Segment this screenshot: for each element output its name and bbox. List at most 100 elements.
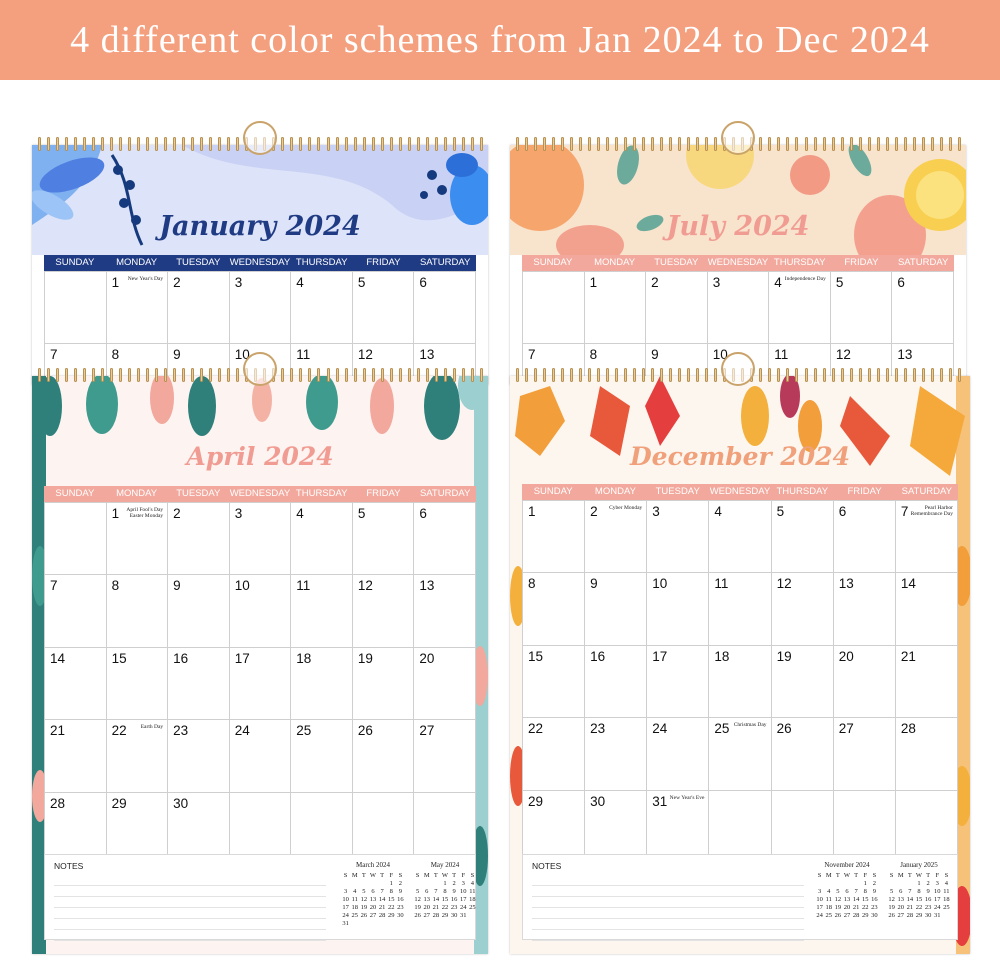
binding-ring <box>83 368 87 382</box>
mini-day: 7 <box>434 888 438 895</box>
binding-ring <box>380 137 384 151</box>
binding-ring <box>281 137 285 151</box>
day-cell: 9 <box>585 573 648 646</box>
notes-label: NOTES <box>54 861 84 871</box>
mini-day: 31 <box>934 912 941 919</box>
mini-day: 8 <box>443 888 447 895</box>
day-cell: 4 Independence Day <box>769 272 831 344</box>
weekday-label: FRIDAY <box>844 257 879 268</box>
holiday-label: Cyber Monday <box>609 505 643 511</box>
mini-day: 20 <box>897 904 904 911</box>
mini-weekday: S <box>944 872 949 879</box>
binding-ring <box>479 368 483 382</box>
mini-calendar-grid: S M T W T F S 1 2 3 4 5 6 7 8 9 10 11 12 13 14 15 16 17 18 19 20 21… <box>887 872 951 920</box>
binding-ring <box>146 368 150 382</box>
binding-ring <box>299 368 303 382</box>
mini-day: 5 <box>415 888 420 895</box>
day-number: 11 <box>714 576 729 592</box>
binding-ring <box>425 137 429 151</box>
mini-calendar-prev: March 2024 S M T W T F S 1 2 3 4 5 6 7 8 9 10 11 12 13 14 15 16… <box>341 861 405 928</box>
day-cell: 4 <box>291 272 353 344</box>
day-cell: 22 <box>523 718 586 791</box>
binding-ring <box>344 368 348 382</box>
mini-weekday: T <box>380 872 385 879</box>
day-number: 6 <box>838 504 847 519</box>
binding-rings <box>38 364 483 386</box>
day-number: 11 <box>774 347 789 362</box>
binding-ring <box>858 137 862 151</box>
binding-ring <box>317 368 321 382</box>
weekday-label: SUNDAY <box>55 257 95 268</box>
weekday-label: THURSDAY <box>295 488 348 499</box>
day-cell <box>833 790 896 863</box>
day-number: 2 <box>173 275 181 290</box>
day-cell: 29 <box>523 790 586 863</box>
day-number: 22 <box>528 721 544 737</box>
mini-calendar-prev: November 2024 S M T W T F S 1 2 3 4 5 6 7 8 9 10 11 12 13 14 1… <box>815 861 879 920</box>
mini-day: 14 <box>378 896 386 903</box>
day-cell <box>352 792 415 865</box>
weekday-header: SUNDAY MONDAY TUESDAY WEDNESDAY THURSDAY… <box>44 486 476 502</box>
binding-ring <box>849 368 853 382</box>
binding-ring <box>561 368 565 382</box>
mini-day: 23 <box>924 904 932 911</box>
day-cell <box>291 792 353 865</box>
day-cell: 10 <box>229 575 292 648</box>
day-cell: 29 <box>106 792 169 865</box>
weekday-label: SATURDAY <box>901 486 952 497</box>
binding-ring <box>335 368 339 382</box>
day-number: 12 <box>835 347 851 362</box>
weekday-label: TUESDAY <box>176 488 221 499</box>
day-number: 10 <box>652 576 668 592</box>
day-number: 31 <box>652 793 668 809</box>
day-number: 21 <box>50 723 66 739</box>
binding-ring <box>182 137 186 151</box>
binding-ring <box>660 137 664 151</box>
weekday-label: THURSDAY <box>773 257 826 268</box>
binding-ring <box>164 368 168 382</box>
day-number: 22 <box>111 723 127 739</box>
notes-panel: NOTES March 2024 S M T W T F S 1 2 3 4 5 6 7 8 9 10 11 12 13… <box>44 854 476 941</box>
day-cell <box>523 272 585 344</box>
binding-ring <box>299 137 303 151</box>
binding-ring <box>831 137 835 151</box>
binding-ring <box>434 137 438 151</box>
binding-ring <box>137 137 141 151</box>
binding-ring <box>416 137 420 151</box>
day-cell: 4 <box>291 503 353 576</box>
day-cell: 2 <box>646 272 708 344</box>
mini-calendar-grid: S M T W T F S 1 2 3 4 5 6 7 8 9 10 11 12 13 14 15 16 17 18 19 20 21… <box>341 872 405 928</box>
mini-weekday: W <box>915 872 923 879</box>
day-number: 24 <box>652 721 668 737</box>
mini-day: 24 <box>342 912 349 919</box>
binding-ring <box>579 368 583 382</box>
mini-day: 5 <box>889 888 894 895</box>
binding-ring <box>335 137 339 151</box>
day-cell: 1 New Year's Day <box>106 272 169 344</box>
binding-ring <box>885 368 889 382</box>
day-number: 2 <box>590 504 598 519</box>
mini-calendar-next: January 2025 S M T W T F S 1 2 3 4 5 6 7 8 9 10 11 12 13 14 15… <box>887 861 951 920</box>
binding-ring <box>47 368 51 382</box>
mini-day: 13 <box>369 896 377 903</box>
day-number: 2 <box>651 275 659 290</box>
binding-ring <box>876 137 880 151</box>
binding-ring <box>588 368 592 382</box>
day-number: 17 <box>652 648 668 664</box>
day-cell: 21 <box>45 720 107 793</box>
mini-calendar-grid: S M T W T F S 1 2 3 4 5 6 7 8 9 10 11 12 13 14 15 16 17 18 19 20 21… <box>815 872 879 920</box>
binding-ring <box>840 137 844 151</box>
mini-day: 8 <box>389 888 393 895</box>
mini-day: 3 <box>461 880 465 887</box>
mini-day: 2 <box>926 880 930 887</box>
binding-ring <box>164 137 168 151</box>
binding-ring <box>452 137 456 151</box>
day-cell <box>709 790 772 863</box>
december-title: December 2024 <box>629 442 850 471</box>
mini-weekday: S <box>398 872 403 879</box>
binding-ring <box>173 368 177 382</box>
binding-ring <box>714 368 718 382</box>
day-cell: 12 <box>771 573 834 646</box>
binding-ring <box>398 368 402 382</box>
notes-lines <box>532 875 804 941</box>
